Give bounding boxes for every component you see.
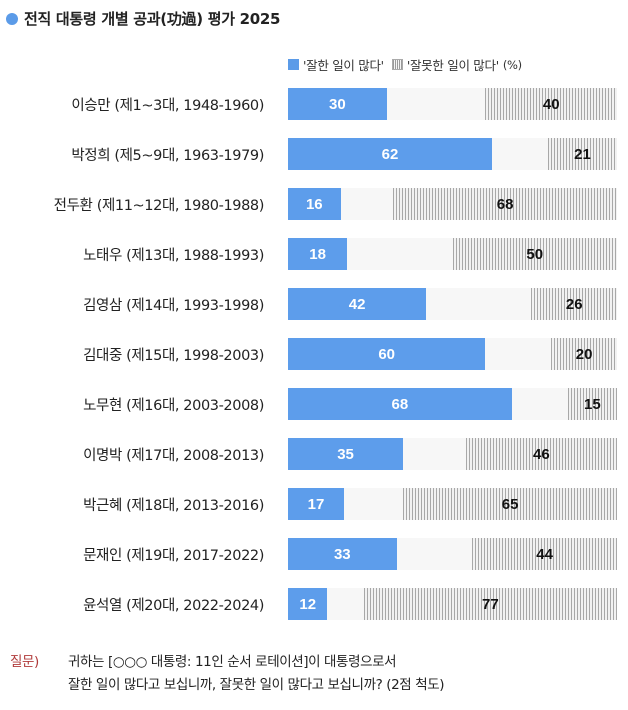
bar-track: 12 77 (288, 588, 617, 620)
question-label: 질문) (10, 654, 39, 670)
bar-negative-value: 26 (565, 295, 583, 313)
bar-track: 35 46 (288, 438, 617, 470)
bar-track: 18 50 (288, 238, 617, 270)
question-text: 귀하는 [○○○ 대통령: 11인 순서 로테이션]이 대통령으로서 잘한 일이… (68, 651, 445, 697)
bar-positive-value: 35 (337, 445, 354, 463)
bar-negative: 46 (465, 438, 617, 470)
bar-rows: 이승만 (제1~3대, 1948-1960) 30 40 박정희 (제5~9대, 19… (0, 88, 628, 638)
bar-row: 윤석열 (제20대, 2022-2024) 12 77 (0, 588, 628, 638)
bar-positive: 42 (288, 288, 427, 320)
row-label: 박정희 (제5~9대, 1963-1979) (71, 147, 264, 164)
bar-positive-value: 60 (378, 345, 396, 363)
bar-row: 노태우 (제13대, 1988-1993) 18 50 (0, 238, 628, 288)
bar-positive-value: 17 (307, 495, 325, 513)
bar-row: 전두환 (제11~12대, 1980-1988) 16 68 (0, 188, 628, 238)
bar-negative-value: 77 (481, 595, 499, 613)
bar-positive: 60 (288, 338, 486, 370)
bar-positive-value: 42 (348, 295, 366, 313)
bar-positive: 17 (288, 488, 344, 520)
row-label: 윤석열 (제20대, 2022-2024) (83, 597, 264, 614)
bar-positive: 30 (288, 88, 387, 120)
question-line-1: 귀하는 [○○○ 대통령: 11인 순서 로테이션]이 대통령으로서 (68, 654, 397, 670)
bar-negative: 68 (393, 188, 617, 220)
bar-row: 문재인 (제19대, 2017-2022) 33 44 (0, 538, 628, 588)
bar-negative: 26 (531, 288, 617, 320)
bar-positive: 62 (288, 138, 492, 170)
bar-track: 16 68 (288, 188, 617, 220)
bar-row: 이승만 (제1~3대, 1948-1960) 30 40 (0, 88, 628, 138)
bar-positive: 12 (288, 588, 328, 620)
bar-row: 김영삼 (제14대, 1993-1998) 42 26 (0, 288, 628, 338)
bar-positive-value: 68 (391, 395, 409, 413)
bar-track: 17 65 (288, 488, 617, 520)
question-line-2: 잘한 일이 많다고 보십니까, 잘못한 일이 많다고 보십니까? (2점 척도) (68, 677, 445, 693)
row-label: 이승만 (제1~3대, 1948-1960) (71, 97, 264, 114)
bar-negative-value: 46 (532, 445, 550, 463)
bar-negative: 65 (403, 488, 617, 520)
row-label: 전두환 (제11~12대, 1980-1988) (53, 197, 265, 214)
row-label: 김영삼 (제14대, 1993-1998) (83, 297, 264, 314)
bar-negative: 77 (363, 588, 617, 620)
legend-positive-swatch-icon (288, 59, 299, 70)
bar-row: 박근혜 (제18대, 2013-2016) 17 65 (0, 488, 628, 538)
bar-negative-value: 20 (575, 345, 593, 363)
bar-negative-value: 40 (542, 95, 560, 113)
bar-negative-value: 15 (583, 395, 601, 413)
bar-track: 62 21 (288, 138, 617, 170)
row-label: 문재인 (제19대, 2017-2022) (83, 547, 264, 564)
bar-row: 노무현 (제16대, 2003-2008) 68 15 (0, 388, 628, 438)
bar-negative: 44 (472, 538, 617, 570)
legend-unit: (%) (502, 57, 522, 72)
bar-track: 60 20 (288, 338, 617, 370)
row-label: 박근혜 (제18대, 2013-2016) (83, 497, 264, 514)
bar-negative: 40 (485, 88, 617, 120)
bar-negative-value: 50 (526, 245, 544, 263)
bar-positive: 35 (288, 438, 404, 470)
bar-negative: 15 (567, 388, 617, 420)
bar-track: 42 26 (288, 288, 617, 320)
row-label: 김대중 (제15대, 1998-2003) (83, 347, 264, 364)
bar-positive-value: 16 (305, 195, 323, 213)
bar-row: 박정희 (제5~9대, 1963-1979) 62 21 (0, 138, 628, 188)
chart-title-text: 전직 대통령 개별 공과(功過) 평가 2025 (24, 10, 281, 28)
bar-negative-value: 65 (501, 495, 519, 513)
bar-negative-value: 21 (574, 145, 591, 163)
bar-negative-value: 68 (496, 195, 514, 213)
bar-positive: 18 (288, 238, 348, 270)
bar-row: 이명박 (제17대, 2008-2013) 35 46 (0, 438, 628, 488)
bar-track: 33 44 (288, 538, 617, 570)
bar-positive: 68 (288, 388, 512, 420)
bar-track: 68 15 (288, 388, 617, 420)
bullet-dot-icon (6, 12, 18, 25)
legend-negative-label: '잘못한 일이 많다' (406, 58, 499, 73)
bar-row: 김대중 (제15대, 1998-2003) 60 20 (0, 338, 628, 388)
bar-negative: 20 (551, 338, 617, 370)
bar-negative: 21 (547, 138, 617, 170)
bar-positive: 33 (288, 538, 397, 570)
survey-question: 질문) 귀하는 [○○○ 대통령: 11인 순서 로테이션]이 대통령으로서 잘… (10, 651, 445, 697)
bar-negative-value: 44 (536, 545, 553, 563)
row-label: 노무현 (제16대, 2003-2008) (83, 397, 264, 414)
bar-positive-value: 30 (329, 95, 346, 113)
bar-positive-value: 33 (333, 545, 351, 563)
row-label: 이명박 (제17대, 2008-2013) (83, 447, 264, 464)
bar-positive-value: 12 (299, 595, 317, 613)
chart-legend: '잘한 일이 많다' '잘못한 일이 많다' (%) (288, 55, 522, 74)
bar-positive-value: 62 (381, 145, 399, 163)
bar-positive: 16 (288, 188, 341, 220)
bar-track: 30 40 (288, 88, 617, 120)
chart-title: 전직 대통령 개별 공과(功過) 평가 2025 (6, 8, 280, 29)
legend-negative-swatch-icon (391, 59, 403, 70)
bar-positive-value: 18 (309, 245, 326, 263)
row-label: 노태우 (제13대, 1988-1993) (83, 247, 264, 264)
legend-positive-label: '잘한 일이 많다' (303, 58, 384, 73)
bar-negative: 50 (452, 238, 617, 270)
